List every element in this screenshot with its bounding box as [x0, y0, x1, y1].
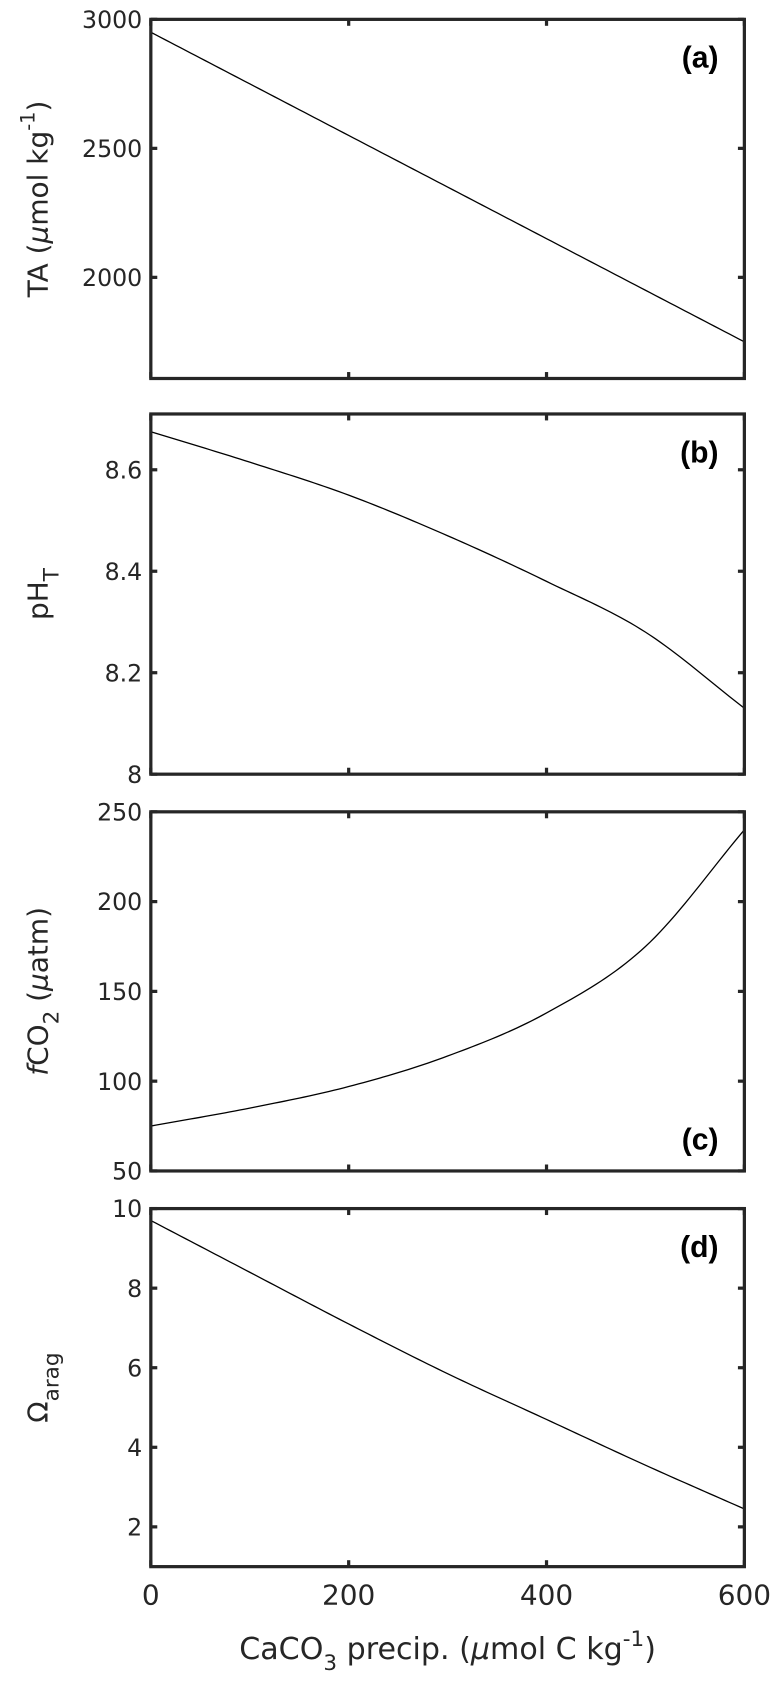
panel-label: (a)	[682, 42, 719, 75]
data-line	[150, 31, 745, 343]
data-line	[150, 829, 745, 1127]
y-tick-label: 3000	[82, 6, 142, 34]
y-tick-label: 6	[127, 1354, 142, 1382]
y-tick-label: 250	[97, 798, 142, 826]
x-tick-label: 0	[142, 1578, 160, 1611]
x-tick-label: 400	[520, 1578, 573, 1611]
y-axis-label: TA (μmol kg-1)	[17, 101, 55, 299]
y-tick-label: 8.2	[105, 659, 143, 687]
svg-text:CaCO3 precip. (μmol C kg-1): CaCO3 precip. (μmol C kg-1)	[239, 1627, 656, 1676]
y-tick-label: 8.6	[105, 456, 143, 484]
panel-label: (c)	[682, 1123, 719, 1156]
y-axis-label: pHT	[22, 567, 65, 620]
y-tick-label: 8	[127, 761, 142, 789]
y-tick-label: 8	[127, 1275, 142, 1303]
y-tick-label: 200	[97, 888, 142, 916]
data-line	[150, 1219, 745, 1510]
y-tick-label: 150	[97, 978, 142, 1006]
axes-frame	[149, 412, 746, 776]
panel-label: (d)	[680, 1231, 718, 1264]
y-axis-label: Ωarag	[22, 1353, 65, 1423]
y-tick-label: 50	[112, 1158, 142, 1186]
y-tick-label: 2500	[82, 135, 142, 163]
y-tick-label: 4	[127, 1434, 142, 1462]
x-tick-label: 600	[718, 1578, 771, 1611]
y-tick-label: 2000	[82, 264, 142, 292]
panel-a: 2000 2500 3000 (a) TA (μmol kg-1)	[17, 6, 746, 381]
panel-d: 2 4 6 8 10 0 200 400 600 (d) Ωarag	[22, 1195, 771, 1611]
y-tick-label: 100	[97, 1068, 142, 1096]
x-tick-label: 200	[322, 1578, 375, 1611]
axes-frame	[149, 17, 746, 381]
data-line	[150, 431, 745, 709]
axes-frame	[149, 810, 746, 1173]
panel-b: 8 8.2 8.4 8.6 (b) pHT	[22, 412, 746, 789]
panel-label: (b)	[680, 436, 718, 469]
panel-c: 50 100 150 200 250 (c) fCO2​ (μatm)	[22, 798, 746, 1186]
y-axis-label: fCO2​ (μatm)	[22, 907, 65, 1076]
y-tick-label: 2	[127, 1513, 142, 1541]
x-axis-label: CaCO3 precip. (μmol C kg-1)	[239, 1627, 656, 1676]
axes-frame	[149, 1206, 746, 1569]
y-tick-label: 8.4	[105, 558, 143, 586]
y-tick-label: 10	[112, 1195, 142, 1223]
